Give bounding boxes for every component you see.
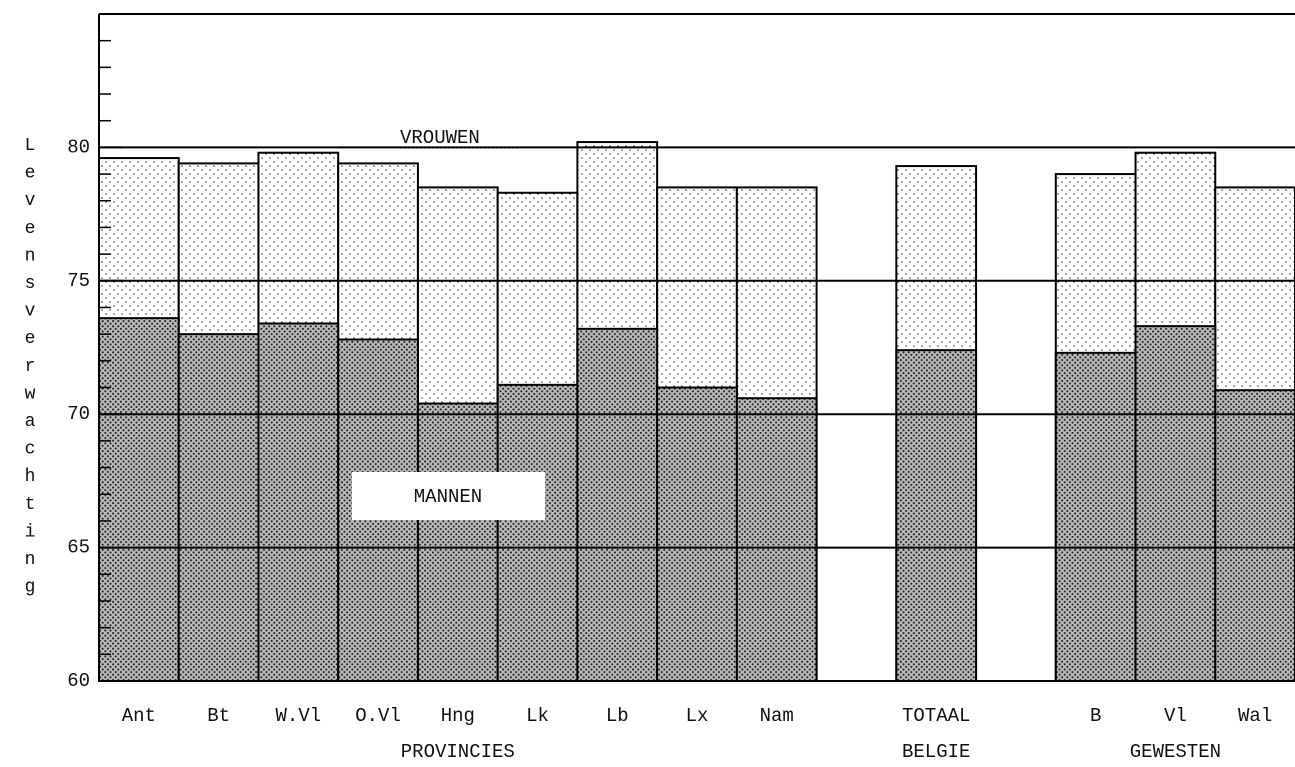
bar [1214, 389, 1295, 682]
bar [177, 333, 260, 682]
series-label: VROUWEN [400, 127, 480, 149]
series-label-box [352, 472, 545, 520]
bar [895, 349, 978, 682]
bar [257, 322, 340, 682]
group-label: BELGIE [902, 741, 970, 763]
x-tick-label: Bt [207, 705, 230, 727]
x-tick-label: Lx [686, 705, 709, 727]
bar [98, 317, 180, 682]
bar [416, 402, 499, 682]
x-tick-label: B [1090, 705, 1101, 727]
x-tick-label: Lk [526, 705, 549, 727]
bar [496, 383, 579, 682]
x-tick-label: Vl [1164, 705, 1187, 727]
x-tick-label: O.Vl [355, 705, 401, 727]
x-tick-label: Wal [1238, 705, 1272, 727]
series-label: MANNEN [414, 486, 482, 508]
x-tick-label: W.Vl [276, 705, 322, 727]
bar [1134, 325, 1217, 682]
y-axis-label: Levensverwachting [20, 136, 40, 606]
y-tick-label: 65 [67, 537, 90, 559]
group-label: GEWESTEN [1130, 741, 1221, 763]
x-tick-label: Nam [760, 705, 794, 727]
x-tick-label: TOTAAL [902, 705, 970, 727]
bar [735, 397, 818, 682]
bar [576, 327, 659, 682]
x-tick-label: Hng [441, 705, 475, 727]
y-tick-label: 80 [67, 136, 90, 158]
y-tick-label: 70 [67, 403, 90, 425]
x-tick-label: Ant [122, 705, 156, 727]
bar [656, 386, 738, 682]
bar [1054, 351, 1137, 682]
y-tick-label: 60 [67, 670, 90, 692]
x-tick-label: Lb [606, 705, 629, 727]
group-label: PROVINCIES [401, 741, 515, 763]
y-tick-label: 75 [67, 270, 90, 292]
